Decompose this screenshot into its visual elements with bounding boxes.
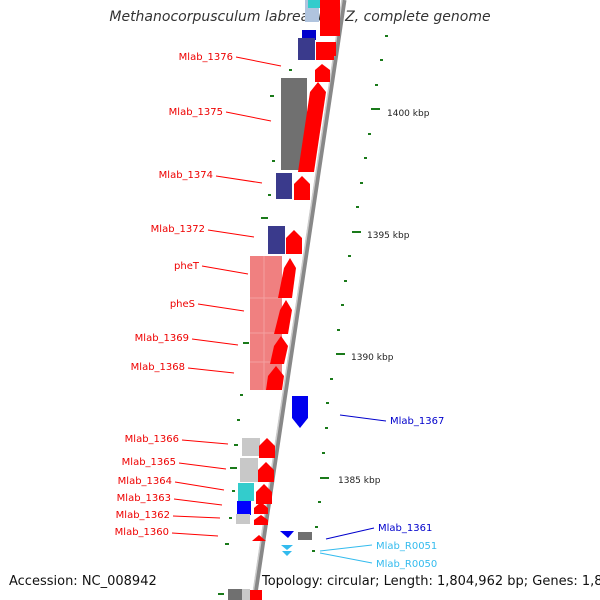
gene-forward-1374[interactable] [294, 176, 310, 200]
gene-top-red[interactable] [320, 0, 340, 36]
feature-lightgray-1362[interactable] [236, 514, 250, 524]
gene-label-Mlab_1363[interactable]: Mlab_1363 [117, 493, 171, 504]
leader-line [174, 481, 225, 491]
gene-forward-1369[interactable] [270, 336, 288, 364]
leader-line [197, 303, 245, 312]
gene-label-Mlab_1374[interactable]: Mlab_1374 [159, 170, 213, 181]
gene-forward-1372[interactable] [286, 230, 302, 254]
gene-bottom-red[interactable] [250, 590, 262, 600]
leader-line-Mlab_1367 [339, 414, 387, 422]
gene-forward-1375[interactable] [298, 82, 326, 172]
feature-cyan-1364[interactable] [238, 483, 254, 501]
leader-line-Mlab_R0050 [319, 552, 373, 564]
gene-label-Mlab_1372[interactable]: Mlab_1372 [151, 224, 205, 235]
scale-label-1390: 1390 kbp [351, 353, 394, 363]
leader-line [225, 111, 272, 122]
leader-line-Mlab_1361 [325, 527, 375, 540]
gene-label-pheT[interactable]: pheT [174, 261, 200, 272]
gene-reverse-1367[interactable] [292, 396, 308, 428]
gene-label-Mlab_1368[interactable]: Mlab_1368 [131, 362, 185, 373]
gene-label-Mlab_R0050[interactable]: Mlab_R0050 [376, 559, 437, 570]
gene-label-Mlab_1361[interactable]: Mlab_1361 [378, 523, 432, 534]
feature-blue-1363[interactable] [237, 501, 251, 515]
gene-label-Mlab_1366[interactable]: Mlab_1366 [125, 434, 179, 445]
gene-forward-1366[interactable] [259, 438, 275, 458]
feature-lightgray-1365[interactable] [240, 458, 258, 482]
gene-reverse-1361[interactable] [280, 531, 294, 538]
leader-line [181, 439, 229, 445]
scale-label-1395: 1395 kbp [367, 231, 410, 241]
gene-label-pheS[interactable]: pheS [170, 299, 195, 310]
gene-label-Mlab_1367[interactable]: Mlab_1367 [390, 416, 444, 427]
feature-navy-1374[interactable] [276, 173, 292, 199]
gene-label-Mlab_1362[interactable]: Mlab_1362 [116, 510, 170, 521]
gene-forward-1364[interactable] [256, 484, 272, 504]
leader-line [215, 175, 263, 184]
gene-label-Mlab_1376[interactable]: Mlab_1376 [179, 52, 233, 63]
gene-forward-pheS[interactable] [274, 300, 292, 334]
gene-label-Mlab_R0051[interactable]: Mlab_R0051 [376, 541, 437, 552]
scale-label-1400: 1400 kbp [387, 109, 430, 119]
left-leader-lines [171, 56, 282, 537]
gene-forward-1360[interactable] [252, 535, 266, 541]
scale-tick-marks [312, 35, 388, 552]
leader-line [191, 338, 239, 346]
leader-line [178, 462, 227, 470]
leader-line [187, 367, 235, 374]
gene-label-Mlab_1369[interactable]: Mlab_1369 [135, 333, 189, 344]
gene-forward-1376a-body[interactable] [316, 42, 334, 60]
leader-line [201, 265, 249, 275]
genome-title: Methanocorpusculum labreanum Z, complete… [109, 9, 491, 25]
feature-bottom-darkgray[interactable] [228, 589, 242, 600]
feature-lightgray-1366[interactable] [242, 438, 260, 456]
gene-rna-R0051[interactable] [281, 545, 293, 550]
feature-top-cyan[interactable] [308, 0, 320, 8]
leader-line [171, 532, 219, 537]
gene-forward-1363[interactable] [254, 502, 268, 514]
leader-line [173, 498, 223, 506]
feature-navy-1372[interactable] [268, 226, 285, 254]
scale-label-1385: 1385 kbp [338, 476, 381, 486]
leader-line [207, 229, 255, 238]
gene-forward-1362[interactable] [254, 515, 268, 525]
accession-text: Accession: NC_008942 [9, 574, 157, 589]
gene-forward-1365[interactable] [258, 462, 274, 482]
gene-forward-1368[interactable] [266, 366, 284, 390]
gene-label-Mlab_1364[interactable]: Mlab_1364 [118, 476, 172, 487]
gene-rna-R0050[interactable] [282, 551, 292, 556]
gene-label-Mlab_1365[interactable]: Mlab_1365 [122, 457, 176, 468]
feature-top-navy[interactable] [302, 30, 316, 40]
feature-darkgray-1361[interactable] [298, 532, 312, 540]
gene-forward-pheT[interactable] [278, 258, 296, 298]
feature-bottom-lightgray[interactable] [242, 589, 250, 600]
topology-text: Topology: circular; Length: 1,804,962 bp… [262, 574, 600, 589]
feature-navy-1376[interactable] [298, 38, 315, 60]
leader-line [235, 56, 282, 67]
gene-label-Mlab_1360[interactable]: Mlab_1360 [115, 527, 169, 538]
leader-line-Mlab_R0051 [319, 544, 373, 552]
gene-label-Mlab_1375[interactable]: Mlab_1375 [169, 107, 223, 118]
leader-line [172, 515, 221, 519]
gene-forward-1376[interactable] [315, 64, 330, 82]
inner-tick-marks [218, 69, 292, 595]
